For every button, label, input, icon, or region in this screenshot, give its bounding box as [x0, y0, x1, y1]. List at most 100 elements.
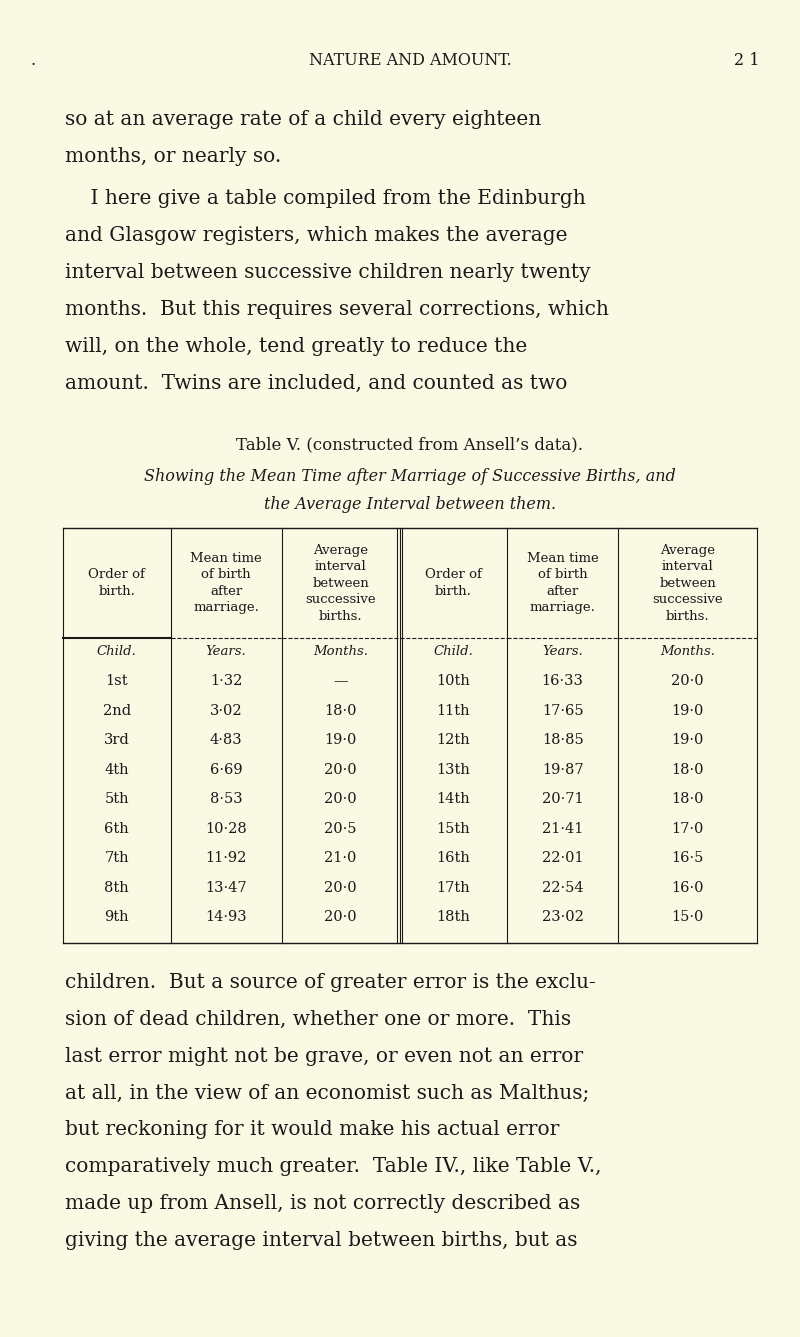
Text: sion of dead children, whether one or more.  This: sion of dead children, whether one or mo…	[65, 1009, 571, 1028]
Text: amount.  Twins are included, and counted as two: amount. Twins are included, and counted …	[65, 374, 567, 393]
Text: 21·0: 21·0	[325, 852, 357, 865]
Text: successive: successive	[306, 594, 376, 606]
Text: interval: interval	[662, 560, 714, 574]
Text: made up from Ansell, is not correctly described as: made up from Ansell, is not correctly de…	[65, 1194, 580, 1214]
Text: Months.: Months.	[313, 644, 368, 658]
Text: 8·53: 8·53	[210, 793, 242, 806]
Text: 18·85: 18·85	[542, 733, 583, 747]
Text: 10·28: 10·28	[206, 822, 247, 836]
Text: Years.: Years.	[206, 644, 246, 658]
Text: between: between	[659, 576, 716, 590]
Text: Average: Average	[660, 544, 715, 556]
Text: 13·47: 13·47	[206, 881, 247, 894]
Text: 1st: 1st	[106, 674, 128, 689]
Text: 5th: 5th	[105, 793, 129, 806]
Text: 6·69: 6·69	[210, 762, 242, 777]
Text: of birth: of birth	[202, 568, 251, 582]
Text: 19·0: 19·0	[671, 703, 704, 718]
Text: Child.: Child.	[434, 644, 474, 658]
Text: 1·32: 1·32	[210, 674, 242, 689]
Text: 17·0: 17·0	[671, 822, 704, 836]
Text: 7th: 7th	[105, 852, 129, 865]
Text: 20·71: 20·71	[542, 793, 583, 806]
Text: 23·02: 23·02	[542, 910, 584, 924]
Text: 4·83: 4·83	[210, 733, 242, 747]
Text: births.: births.	[666, 610, 710, 623]
Text: 11·92: 11·92	[206, 852, 246, 865]
Text: Months.: Months.	[660, 644, 715, 658]
Text: Mean time: Mean time	[190, 552, 262, 564]
Text: 19·0: 19·0	[671, 733, 704, 747]
Text: comparatively much greater.  Table IV., like Table V.,: comparatively much greater. Table IV., l…	[65, 1158, 602, 1177]
Text: 18·0: 18·0	[671, 762, 704, 777]
Text: will, on the whole, tend greatly to reduce the: will, on the whole, tend greatly to redu…	[65, 337, 527, 356]
Text: births.: births.	[318, 610, 362, 623]
Text: 4th: 4th	[105, 762, 129, 777]
Text: Years.: Years.	[542, 644, 583, 658]
Text: 20·0: 20·0	[671, 674, 704, 689]
Text: between: between	[312, 576, 369, 590]
Text: children.  But a source of greater error is the exclu-: children. But a source of greater error …	[65, 972, 596, 992]
Text: Order of: Order of	[425, 568, 482, 582]
Text: 18·0: 18·0	[671, 793, 704, 806]
Text: Showing the Mean Time after Marriage of Successive Births, and: Showing the Mean Time after Marriage of …	[144, 468, 676, 485]
Text: 16·5: 16·5	[671, 852, 704, 865]
Text: birth.: birth.	[435, 584, 472, 598]
Text: successive: successive	[652, 594, 723, 606]
Text: interval: interval	[314, 560, 366, 574]
Text: 21·41: 21·41	[542, 822, 583, 836]
Text: after: after	[546, 584, 579, 598]
Text: marriage.: marriage.	[193, 602, 259, 614]
Text: 10th: 10th	[437, 674, 470, 689]
Text: so at an average rate of a child every eighteen: so at an average rate of a child every e…	[65, 110, 542, 128]
Text: 20·0: 20·0	[324, 762, 357, 777]
Text: 17·65: 17·65	[542, 703, 583, 718]
Text: 18th: 18th	[437, 910, 470, 924]
Text: 20·0: 20·0	[324, 881, 357, 894]
Text: .: .	[30, 52, 35, 70]
Text: 17th: 17th	[437, 881, 470, 894]
Text: 3rd: 3rd	[104, 733, 130, 747]
Text: 19·0: 19·0	[325, 733, 357, 747]
Text: 15th: 15th	[437, 822, 470, 836]
Text: giving the average interval between births, but as: giving the average interval between birt…	[65, 1231, 578, 1250]
Text: 16·0: 16·0	[671, 881, 704, 894]
Text: 8th: 8th	[105, 881, 129, 894]
Text: 2nd: 2nd	[102, 703, 131, 718]
Text: Mean time: Mean time	[527, 552, 598, 564]
Text: 19·87: 19·87	[542, 762, 583, 777]
Text: Average: Average	[313, 544, 368, 556]
Text: 22·01: 22·01	[542, 852, 583, 865]
Text: 14th: 14th	[437, 793, 470, 806]
Text: 9th: 9th	[105, 910, 129, 924]
Text: 22·54: 22·54	[542, 881, 583, 894]
Text: after: after	[210, 584, 242, 598]
Text: months.  But this requires several corrections, which: months. But this requires several correc…	[65, 299, 609, 320]
Text: I here give a table compiled from the Edinburgh: I here give a table compiled from the Ed…	[65, 189, 586, 209]
Text: 18·0: 18·0	[324, 703, 357, 718]
Text: 16·33: 16·33	[542, 674, 584, 689]
Text: 6th: 6th	[105, 822, 129, 836]
Text: 20·5: 20·5	[324, 822, 357, 836]
Text: 20·0: 20·0	[324, 793, 357, 806]
Text: Child.: Child.	[97, 644, 137, 658]
Text: 2 1: 2 1	[734, 52, 760, 70]
Text: Order of: Order of	[88, 568, 146, 582]
Text: 20·0: 20·0	[324, 910, 357, 924]
Text: 16th: 16th	[437, 852, 470, 865]
Text: —: —	[334, 674, 348, 689]
Text: of birth: of birth	[538, 568, 587, 582]
Text: but reckoning for it would make his actual error: but reckoning for it would make his actu…	[65, 1120, 559, 1139]
Text: 15·0: 15·0	[671, 910, 704, 924]
Text: 3·02: 3·02	[210, 703, 242, 718]
Text: at all, in the view of an economist such as Malthus;: at all, in the view of an economist such…	[65, 1083, 590, 1103]
Text: 14·93: 14·93	[206, 910, 247, 924]
Text: 11th: 11th	[437, 703, 470, 718]
Text: 12th: 12th	[437, 733, 470, 747]
Text: Table V. (constructed from Ansell’s data).: Table V. (constructed from Ansell’s data…	[237, 436, 583, 453]
Text: and Glasgow registers, which makes the average: and Glasgow registers, which makes the a…	[65, 226, 567, 245]
Text: marriage.: marriage.	[530, 602, 596, 614]
Text: 13th: 13th	[437, 762, 470, 777]
Text: interval between successive children nearly twenty: interval between successive children nea…	[65, 263, 590, 282]
Text: the Average Interval between them.: the Average Interval between them.	[264, 496, 556, 513]
